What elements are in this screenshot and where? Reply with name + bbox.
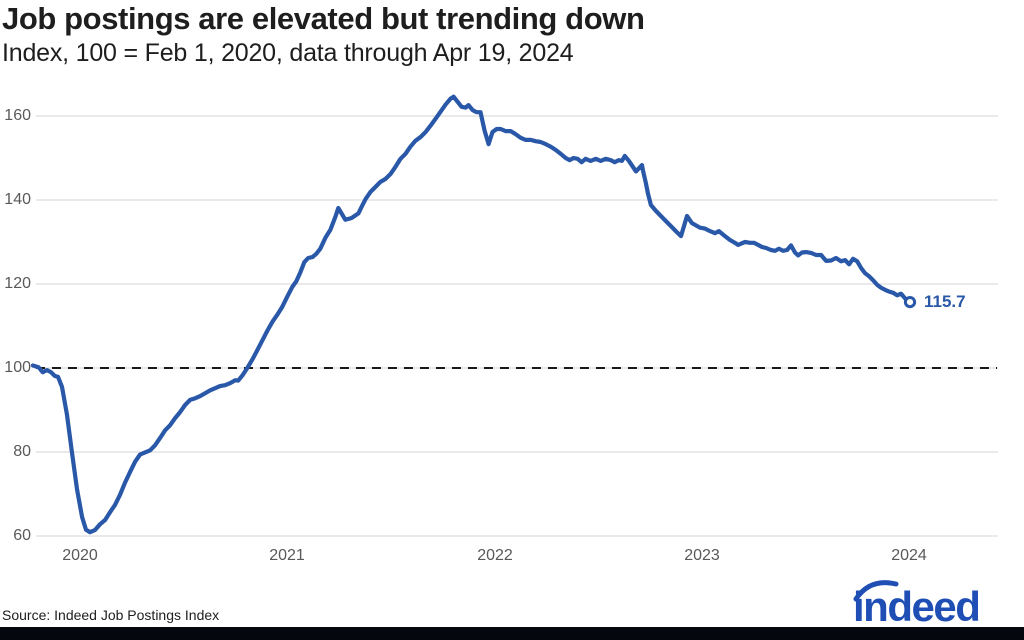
indeed-logo: indeed xyxy=(853,580,981,626)
chart-title: Job postings are elevated but trending d… xyxy=(2,1,645,36)
logo-swoosh-icon xyxy=(853,580,899,602)
logo-wordmark: indeed xyxy=(853,583,979,626)
chart-subtitle: Index, 100 = Feb 1, 2020, data through A… xyxy=(2,39,574,67)
index-line-series xyxy=(30,94,913,535)
footer-bar xyxy=(0,627,1024,640)
end-point-marker xyxy=(903,296,917,309)
latest-value-label: 115.7 xyxy=(924,292,966,311)
source-note: Source: Indeed Job Postings Index xyxy=(2,607,220,623)
